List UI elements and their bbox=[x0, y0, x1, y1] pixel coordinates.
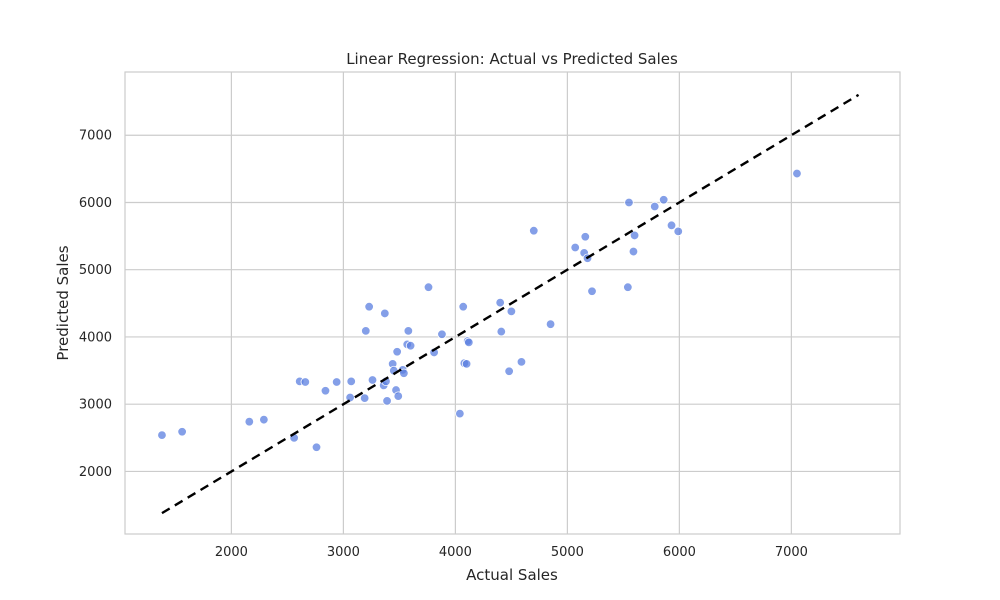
y-tick-label: 6000 bbox=[79, 196, 112, 211]
data-point bbox=[455, 408, 465, 419]
data-point bbox=[623, 282, 633, 292]
data-point bbox=[367, 375, 378, 385]
data-point bbox=[320, 386, 331, 396]
data-point bbox=[331, 377, 342, 387]
data-point bbox=[673, 226, 683, 237]
x-axis-label: Actual Sales bbox=[466, 566, 558, 584]
data-point bbox=[545, 319, 556, 329]
data-point bbox=[461, 359, 472, 369]
data-point bbox=[364, 301, 374, 312]
data-point bbox=[628, 246, 639, 257]
plot-frame bbox=[124, 71, 901, 535]
x-tick-label: 3000 bbox=[327, 545, 360, 560]
data-point bbox=[393, 391, 403, 401]
x-tick-label: 5000 bbox=[551, 545, 584, 560]
data-point bbox=[423, 282, 434, 292]
data-point bbox=[382, 396, 392, 406]
y-tick-label: 7000 bbox=[79, 129, 112, 144]
data-point bbox=[300, 377, 311, 387]
reference-line bbox=[161, 93, 860, 515]
data-point bbox=[177, 427, 187, 437]
x-tick-label: 2000 bbox=[215, 545, 248, 560]
ticks: 2000 3000 4000 5000 6000 7000 2000 3000 4000 5000… bbox=[79, 129, 808, 560]
data-point bbox=[345, 392, 355, 403]
data-point bbox=[658, 195, 669, 205]
data-point bbox=[580, 232, 590, 242]
data-point bbox=[437, 329, 447, 339]
data-point bbox=[405, 341, 416, 351]
data-point bbox=[464, 337, 474, 348]
data-point bbox=[458, 301, 468, 312]
data-point bbox=[157, 430, 167, 440]
data-point bbox=[529, 226, 539, 236]
data-point bbox=[495, 297, 505, 308]
data-point bbox=[361, 326, 371, 336]
data-point bbox=[496, 326, 507, 337]
data-point bbox=[380, 308, 390, 319]
data-point bbox=[259, 414, 269, 425]
data-point bbox=[624, 197, 634, 208]
data-point bbox=[244, 416, 255, 427]
y-tick-label: 2000 bbox=[79, 465, 112, 480]
data-point bbox=[403, 326, 414, 336]
data-point bbox=[311, 442, 322, 452]
data-point bbox=[359, 393, 370, 403]
chart-title: Linear Regression: Actual vs Predicted S… bbox=[346, 50, 678, 68]
data-point bbox=[666, 220, 677, 231]
data-point bbox=[346, 376, 356, 387]
x-tick-label: 7000 bbox=[775, 545, 808, 560]
data-point bbox=[629, 230, 640, 241]
data-point bbox=[792, 168, 802, 179]
x-tick-label: 4000 bbox=[439, 545, 472, 560]
data-points bbox=[157, 168, 802, 452]
data-point bbox=[392, 347, 402, 357]
y-tick-label: 3000 bbox=[79, 398, 112, 413]
y-tick-label: 4000 bbox=[79, 330, 112, 345]
y-tick-label: 5000 bbox=[79, 263, 112, 278]
y-axis-label: Predicted Sales bbox=[54, 245, 72, 360]
data-point bbox=[516, 357, 527, 367]
x-tick-label: 6000 bbox=[663, 545, 696, 560]
data-point bbox=[650, 201, 660, 212]
data-point bbox=[399, 368, 409, 378]
data-point bbox=[587, 286, 597, 296]
data-point bbox=[504, 366, 514, 376]
data-point bbox=[506, 306, 517, 317]
data-point bbox=[570, 242, 580, 253]
grid bbox=[125, 72, 900, 534]
